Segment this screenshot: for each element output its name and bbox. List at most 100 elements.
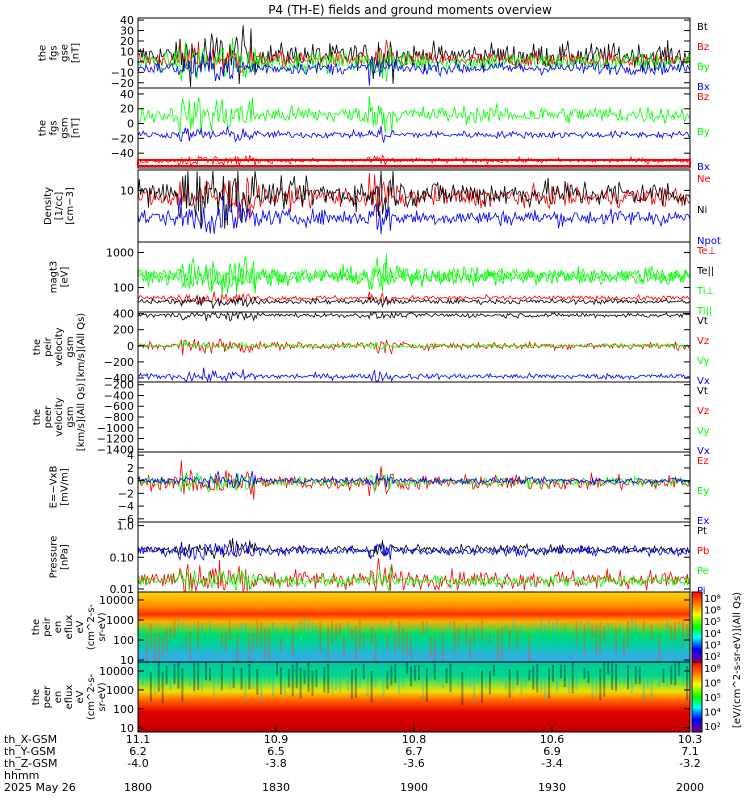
y-tick-label: −200 <box>104 356 134 369</box>
spectrogram-texture <box>390 620 393 646</box>
y-tick-label: 40 <box>120 14 134 27</box>
trace-efield-1 <box>137 472 691 494</box>
y-tick-label: 40 <box>120 88 134 101</box>
trace-temperature-3 <box>137 256 691 295</box>
y-axis-label: [mV/m] <box>60 468 71 506</box>
spectrogram-texture <box>429 669 432 681</box>
spectrogram-texture <box>465 663 468 686</box>
legend-peir_velocity-Vz: Vz <box>697 336 709 347</box>
legend-pressure-Pe: Pe <box>697 566 709 577</box>
spectrogram-texture <box>555 671 558 693</box>
legend-temperature-Te||: Te|| <box>696 266 714 277</box>
spectrogram-texture <box>536 626 539 643</box>
spectrogram-texture <box>319 667 322 681</box>
legend-efield-Ex: Ex <box>697 516 709 527</box>
spectrogram-texture <box>205 662 208 681</box>
y-tick-label: 10 <box>120 654 134 667</box>
spectrogram-texture <box>433 664 436 680</box>
spectrogram-texture <box>433 636 436 668</box>
legend-temperature-Ti⊥: Ti⊥ <box>696 286 714 297</box>
spectrogram-texture <box>260 669 263 704</box>
colorbar-tick-label: 10⁶ <box>704 606 721 617</box>
y-tick-label: −20 <box>111 77 134 90</box>
spectrogram-texture <box>291 664 294 697</box>
legend-peer_velocity-Vz: Vz <box>697 406 709 417</box>
y-axis-label: peer <box>42 685 53 709</box>
spectrogram-texture <box>583 667 586 679</box>
spectrogram-texture <box>260 621 263 647</box>
spectrogram-texture <box>145 633 148 665</box>
y-axis-label: eV <box>75 620 86 633</box>
x-time-tick-label: 1900 <box>400 781 428 794</box>
x-row-label: th_Z-GSM <box>4 757 58 770</box>
spectrogram-texture <box>138 633 140 657</box>
y-tick-label: −20 <box>111 132 134 145</box>
trace-fgs_gse-3 <box>137 50 691 86</box>
spectrogram-texture <box>244 623 247 636</box>
spectrogram-texture <box>236 633 239 669</box>
spectrogram-texture <box>670 665 673 685</box>
spectrogram-texture <box>674 663 677 686</box>
spectrogram-texture <box>654 663 657 676</box>
spectrogram-texture <box>370 671 373 703</box>
spectrogram-texture <box>256 669 259 695</box>
spectrogram-texture <box>240 622 243 641</box>
spectrogram-texture <box>429 636 432 658</box>
trace-pressure-2 <box>137 566 691 592</box>
y-axis-label: peir <box>42 616 53 636</box>
legend-density-Npot: Npot <box>697 236 721 247</box>
spectrogram-texture <box>145 669 148 683</box>
spectrogram-texture <box>626 664 629 690</box>
colorbar-tick-label: 10⁵ <box>704 617 721 628</box>
spectrogram-texture <box>626 621 629 649</box>
spectrogram-texture <box>197 620 200 650</box>
spectrogram-texture <box>362 663 365 679</box>
spectrogram-texture <box>670 625 673 642</box>
spectrogram-texture <box>343 663 346 680</box>
legend-fgs_gse-By: By <box>697 62 710 73</box>
spectrogram-texture <box>555 618 558 652</box>
legend-fgs_gsm-By: By <box>697 127 710 138</box>
y-tick-label: −200 <box>104 379 134 392</box>
spectrogram-texture <box>512 670 515 692</box>
y-tick-label: −40 <box>111 147 134 160</box>
spectrogram-texture <box>611 626 614 646</box>
spectrogram-texture <box>398 621 401 647</box>
legend-peer_velocity-Vx: Vx <box>697 446 710 457</box>
spectrogram-texture <box>346 662 349 691</box>
spectrogram-texture <box>441 668 444 689</box>
spectrogram-texture <box>662 668 665 683</box>
colorbar-tick-label: 10⁴ <box>704 629 721 640</box>
spectrogram-texture <box>208 667 211 681</box>
x-row-value: 6.2 <box>129 745 147 758</box>
y-axis-label: eV <box>75 690 86 703</box>
x-row-label: th_Y-GSM <box>4 745 56 758</box>
spectrogram-texture <box>457 665 460 686</box>
y-tick-label: 30 <box>120 25 134 38</box>
spectrogram-texture <box>410 637 413 660</box>
colorbar-0 <box>691 591 703 663</box>
spectrogram-texture <box>339 669 342 693</box>
spectrogram-texture <box>603 662 606 697</box>
y-axis-label: fgs <box>49 120 60 135</box>
spectrogram-texture <box>366 636 369 654</box>
x-row-label: hhmm <box>4 769 39 782</box>
y-axis-label: sr-eV) <box>97 682 108 711</box>
x-row-value: 10.9 <box>264 733 289 746</box>
spectrogram-texture <box>481 617 484 642</box>
y-axis-label: en <box>53 621 64 634</box>
trace-density-2 <box>137 196 691 235</box>
panel-frame <box>137 87 691 169</box>
y-tick-label: 400 <box>113 308 134 321</box>
colorbar-tick-label: 10⁸ <box>704 594 721 605</box>
y-tick-label: −1400 <box>97 443 134 456</box>
colorbar-tick-label: 10⁴ <box>704 708 721 719</box>
spectrogram-texture <box>496 630 499 661</box>
spectrogram-texture <box>295 634 298 657</box>
legend-fgs_gsm-Bz: Bz <box>697 92 709 103</box>
spectrogram-texture <box>268 664 271 684</box>
legend-efield-Ez: Ez <box>697 456 709 467</box>
x-row-value: 6.7 <box>405 745 423 758</box>
spectrogram-texture <box>402 670 405 687</box>
